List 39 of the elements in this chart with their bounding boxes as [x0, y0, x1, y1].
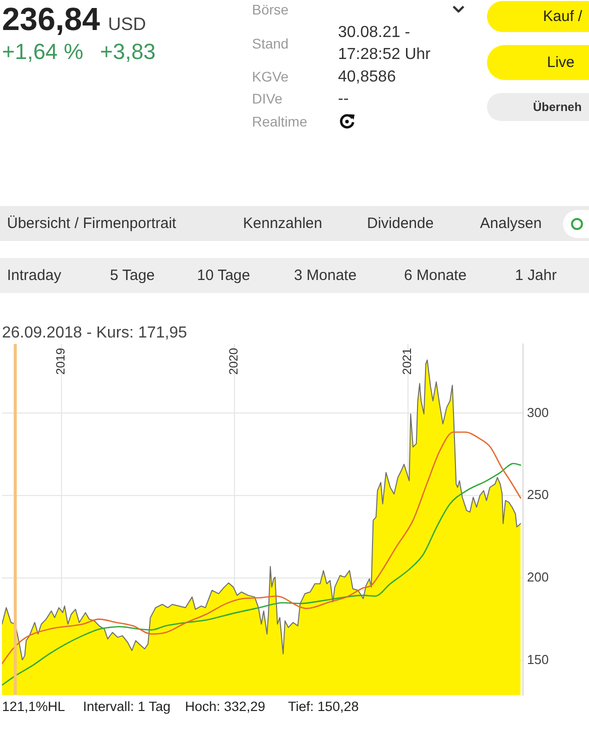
text: Intervall: 1 Tag [83, 698, 171, 716]
text: KGVe [252, 68, 289, 86]
text: Kauf / [543, 8, 582, 26]
text: USD [108, 14, 146, 36]
text: 121,1%HL [2, 698, 66, 716]
line-series [2, 432, 522, 664]
text: Überneh [533, 100, 582, 114]
text: Hoch: 332,29 [185, 698, 266, 716]
x-tick-label: 2021 [400, 348, 414, 375]
text: 1 Jahr [515, 267, 557, 285]
text: Übersicht / Firmenportrait [7, 215, 176, 233]
text: 10 Tage [197, 267, 250, 285]
line-series [2, 462, 522, 686]
text: Börse [252, 2, 289, 18]
text: 40,8586 [338, 67, 396, 87]
text: 5 Tage [110, 267, 155, 285]
text: DIVe [252, 90, 282, 108]
y-tick-label: 300 [527, 404, 549, 420]
text: Dividende [367, 215, 434, 233]
y-tick-label: 200 [527, 570, 549, 585]
y-tick-label: 250 [527, 487, 549, 502]
text: Intraday [7, 267, 62, 285]
text: +3,83 [100, 38, 156, 66]
text: Stand [252, 36, 289, 52]
text: -- [338, 89, 349, 109]
ref-line-label: 26.09.2018 - Kurs: 171,95 [2, 324, 188, 342]
text: +1,64 % [2, 38, 84, 66]
text: 30.08.21 - 17:28:52 Uhr [338, 23, 432, 65]
x-tick-label: 2019 [54, 348, 68, 375]
text: Kennzahlen [243, 215, 322, 233]
text: 3 Monate [294, 267, 357, 285]
text: 236,84 [2, 0, 100, 38]
text: Tief: 150,28 [288, 698, 359, 716]
text: 6 Monate [404, 267, 467, 285]
text: Realtime [252, 114, 308, 130]
text: Analysen [480, 215, 542, 233]
y-tick-label: 150 [527, 652, 549, 667]
text: Live [547, 54, 575, 72]
x-tick-label: 2020 [226, 348, 241, 375]
